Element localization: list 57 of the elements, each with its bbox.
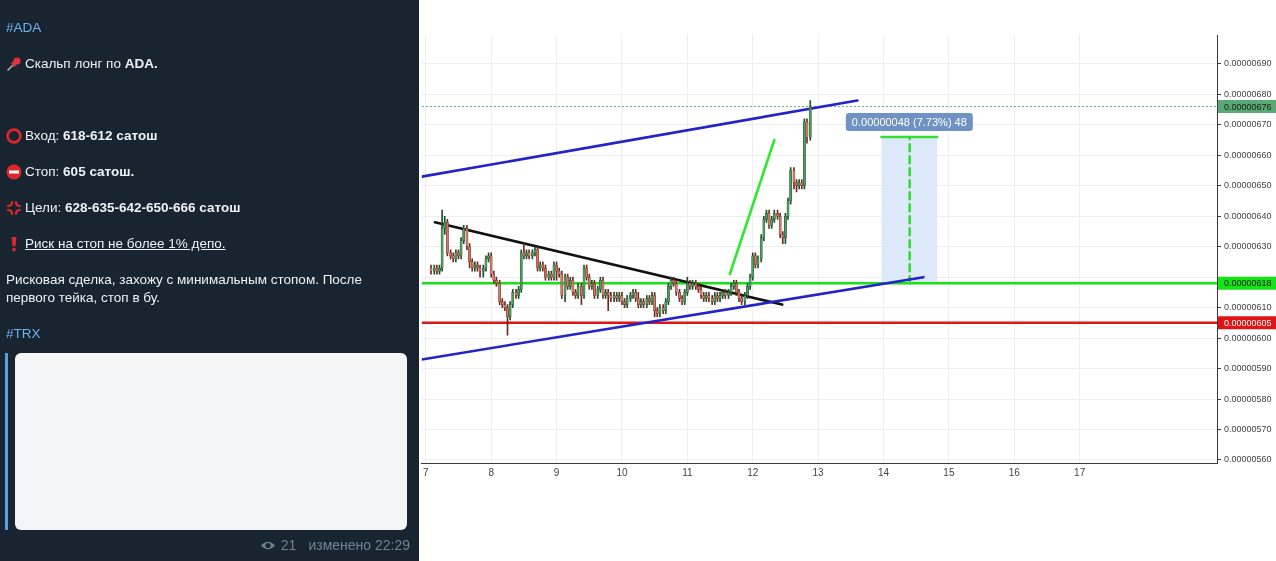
y-tick-label: 0.00000610 <box>1224 302 1272 313</box>
y-tick-label: 0.00000560 <box>1224 454 1272 465</box>
candlestick <box>691 279 694 290</box>
x-tick-label: 8 <box>488 466 495 478</box>
ref-line-label: 0.00000676 <box>1224 101 1272 112</box>
text: Вход: 618-612 сатош <box>25 127 158 145</box>
x-tick-label: 14 <box>877 466 890 478</box>
candlestick <box>645 295 649 308</box>
candlestick <box>653 292 657 318</box>
candlestick <box>647 295 651 305</box>
text: Рисковая сделка, захожу с минимальным стопом. После первого тейка, стоп в бу. <box>6 271 363 307</box>
candlestick <box>536 246 540 272</box>
candlestick <box>678 289 681 302</box>
x-tick-label: 11 <box>682 466 693 478</box>
candlestick <box>563 273 567 302</box>
x-tick-label: 15 <box>943 466 955 478</box>
candlestick <box>451 252 455 263</box>
x-tick-label: 13 <box>812 466 825 478</box>
candlestick <box>808 100 812 141</box>
candlestick <box>449 249 453 260</box>
text: #ADA <box>6 19 42 37</box>
y-tick-label: 0.00000680 <box>1224 88 1272 99</box>
y-tick-label: 0.00000570 <box>1224 423 1272 434</box>
y-tick-label: 0.00000670 <box>1224 119 1272 130</box>
text: Риск на стоп не более 1% депо. <box>25 236 226 251</box>
x-tick-label: 7 <box>423 466 429 478</box>
x-tick-label: 9 <box>553 466 560 478</box>
ref-line-label: 0.00000618 <box>1224 278 1272 289</box>
y-tick-label: 0.00000590 <box>1224 363 1272 374</box>
y-tick-label: 0.00000600 <box>1224 332 1272 343</box>
y-tick-label: 0.00000650 <box>1224 180 1272 191</box>
ref-line-label: 0.00000605 <box>1224 317 1272 328</box>
annotation: 0.00000048 (7.73%) 48 <box>851 115 967 128</box>
x-tick-label: 16 <box>1008 466 1021 478</box>
candlestick <box>429 264 433 275</box>
y-tick-label: 0.00000630 <box>1224 241 1272 252</box>
text: изменено 22:29 <box>308 537 410 553</box>
candlestick <box>560 270 564 299</box>
x-tick-label: 17 <box>1074 466 1086 478</box>
candlestick <box>445 218 449 257</box>
text: Стоп: 605 сатош. <box>25 163 135 181</box>
y-tick-label: 0.00000690 <box>1224 58 1272 69</box>
y-tick-label: 0.00000660 <box>1224 149 1272 160</box>
candlestick <box>806 118 808 144</box>
x-tick-label: 12 <box>747 466 759 478</box>
text: #TRX <box>6 325 41 343</box>
candlestick <box>533 246 537 257</box>
text: Цели: 628-635-642-650-666 сатош <box>25 199 241 217</box>
candlestick <box>802 118 806 190</box>
candlestick <box>602 276 604 299</box>
x-tick-label: 10 <box>616 466 628 478</box>
text: Скальп лонг по ADA. <box>25 55 158 73</box>
y-tick-label: 0.00000640 <box>1224 210 1272 221</box>
y-tick-label: 0.00000580 <box>1224 393 1272 404</box>
candlestick <box>674 279 678 296</box>
candlestick <box>571 276 575 296</box>
text: 21 <box>280 537 297 553</box>
